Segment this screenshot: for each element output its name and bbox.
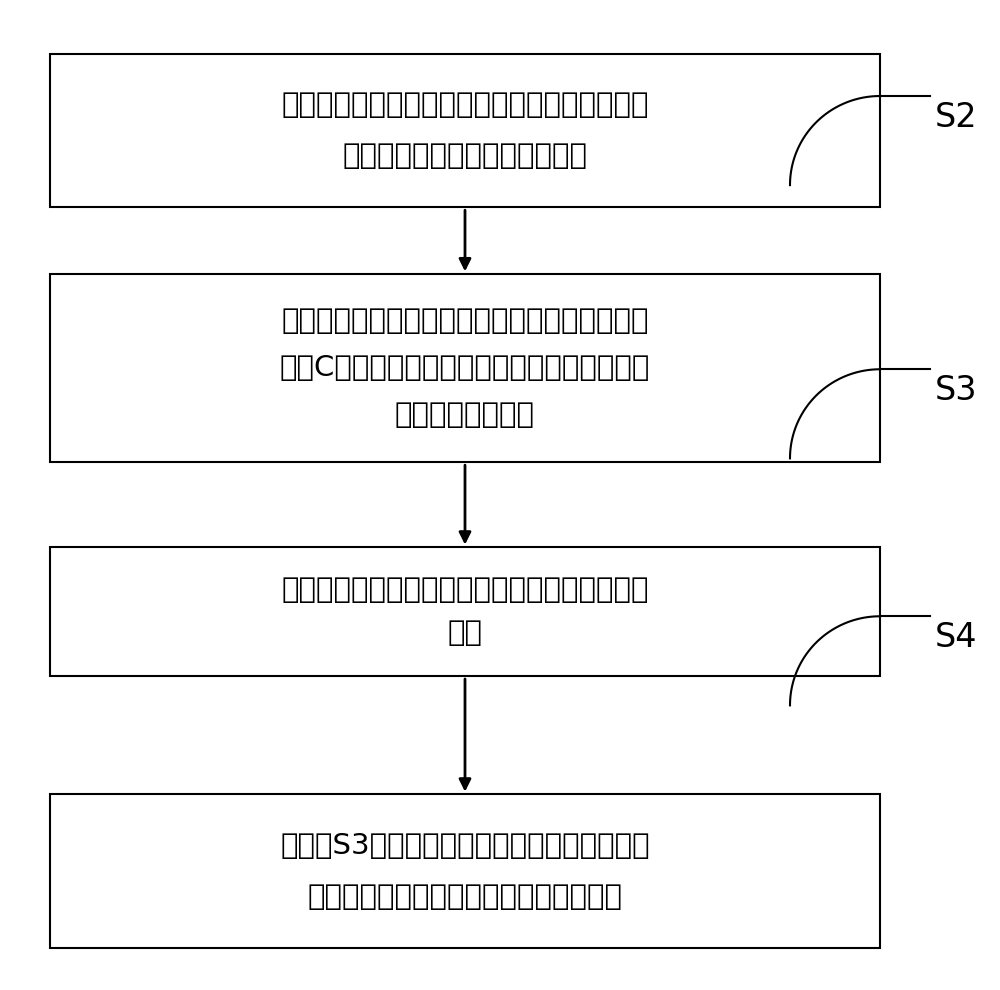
Text: S3: S3 [935,374,978,407]
Text: S2: S2 [935,101,978,134]
Bar [50,547,880,676]
Text: 地电磁信号的改进多尺度散布熵: 地电磁信号的改进多尺度散布熵 [342,143,588,170]
Text: S4: S4 [935,622,978,654]
Text: 低频缓变化信号段: 低频缓变化信号段 [395,401,535,430]
Text: 将步骤S3中去噪后的信号段与低频缓变化信号: 将步骤S3中去噪后的信号段与低频缓变化信号 [280,832,650,859]
Text: 利用每段大地电磁信号的改进多尺度散布熵进行: 利用每段大地电磁信号的改进多尺度散布熵进行 [281,307,649,336]
FancyArrowPatch shape [460,465,470,542]
Text: 段进行合并拼接得到重构的大地电磁信号: 段进行合并拼接得到重构的大地电磁信号 [307,883,622,911]
Bar [50,794,880,948]
FancyArrowPatch shape [460,210,470,268]
Text: 将原始的大地电磁信号分段，再分别提取每段大: 将原始的大地电磁信号分段，再分别提取每段大 [281,91,649,119]
Text: 采用正交匹配追踪算法对所述强干扰信号段进行: 采用正交匹配追踪算法对所述强干扰信号段进行 [281,576,649,604]
Bar [50,274,880,462]
FancyArrowPatch shape [460,679,470,789]
Text: 模糊C均值聚类分析，并识别出强干扰信号段和: 模糊C均值聚类分析，并识别出强干扰信号段和 [280,354,650,382]
Bar [50,53,880,208]
Text: 去噪: 去噪 [447,620,482,647]
